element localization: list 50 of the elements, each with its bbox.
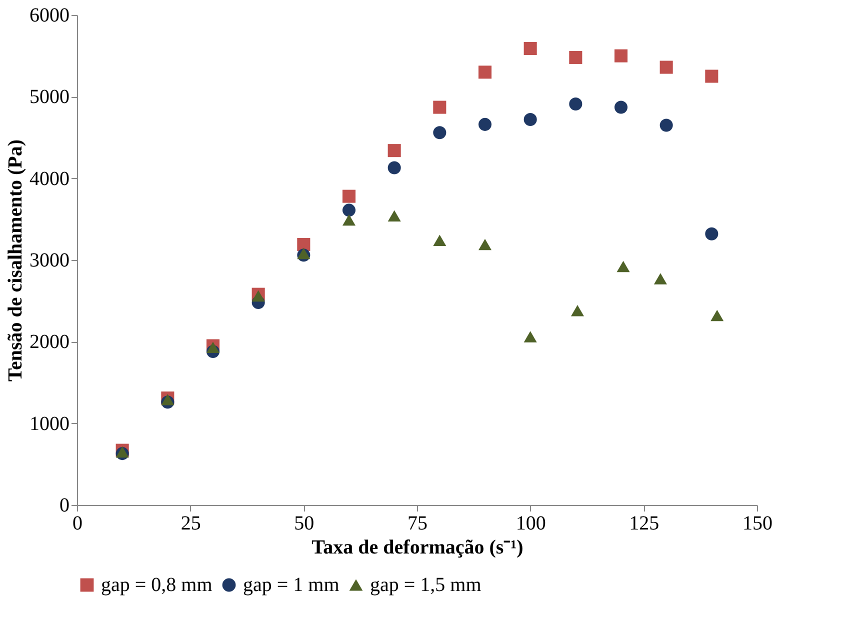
point: [614, 49, 628, 62]
y-tick-label: 1000: [30, 412, 70, 435]
point: [433, 100, 446, 114]
point: [252, 290, 265, 302]
y-axis-title: Tensão de cisalhamento (Pa): [4, 139, 26, 382]
point: [660, 118, 673, 132]
point: [710, 310, 724, 322]
point: [206, 342, 220, 354]
x-tick-label: 150: [742, 512, 772, 534]
x-tick-label: 25: [180, 512, 201, 534]
point: [433, 126, 446, 140]
point: [297, 248, 310, 260]
y-tick-label: 2000: [30, 331, 70, 354]
point: [342, 204, 356, 217]
point: [614, 100, 628, 114]
x-tick-label: 125: [629, 512, 660, 534]
point: [660, 60, 673, 74]
legend-label: gap = 1,5 mm: [370, 574, 482, 596]
point: [705, 70, 718, 83]
legend-label: gap = 1 mm: [243, 574, 340, 596]
point: [342, 214, 356, 226]
point: [478, 238, 492, 250]
y-tick-label: 4000: [30, 168, 70, 190]
point: [478, 118, 492, 131]
point: [342, 190, 356, 203]
x-tick-label: 50: [294, 512, 314, 534]
legend-label: gap = 0,8 mm: [101, 574, 213, 596]
point: [616, 260, 630, 272]
point: [570, 304, 584, 316]
point: [569, 50, 582, 64]
point: [524, 42, 537, 55]
x-tick-label: 100: [516, 512, 546, 534]
x-axis-title: Taxa de deformação (s⁻¹): [312, 536, 524, 558]
point: [388, 210, 401, 222]
point: [705, 227, 718, 240]
point: [388, 144, 401, 158]
point: [524, 113, 537, 126]
y-tick-label: 6000: [30, 4, 70, 26]
point: [433, 234, 446, 246]
y-tick-label: 0: [60, 494, 70, 516]
point: [478, 66, 492, 79]
point: [569, 98, 582, 111]
point: [654, 273, 667, 284]
y-tick-label: 3000: [30, 250, 70, 272]
point: [161, 394, 174, 406]
point: [524, 331, 537, 342]
y-tick-label: 5000: [30, 86, 70, 108]
x-tick-label: 75: [408, 512, 428, 534]
point: [116, 446, 129, 458]
point: [388, 161, 401, 174]
